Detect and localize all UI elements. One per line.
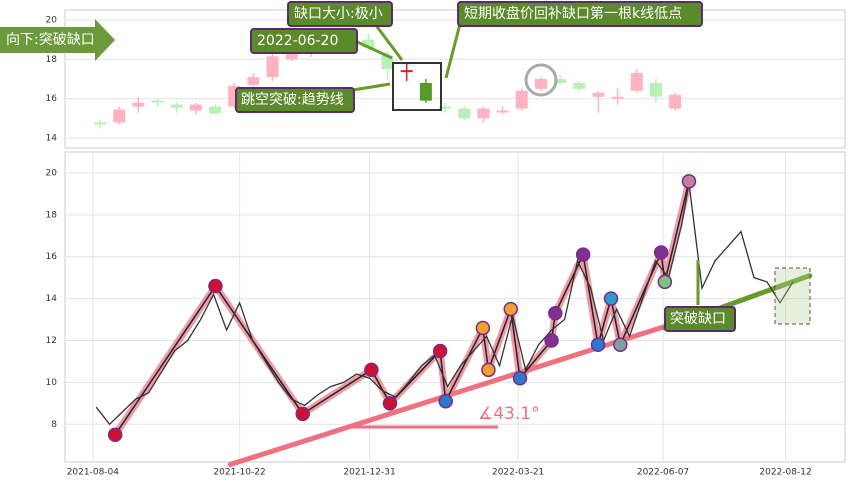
pivot-marker [107, 427, 123, 443]
candle-body [458, 108, 471, 119]
candle-body [554, 79, 567, 83]
pointer [352, 82, 391, 92]
candle-body [534, 79, 547, 89]
pointer [354, 39, 393, 60]
pivot-marker [653, 245, 669, 260]
pivot-marker [438, 394, 453, 409]
candle-body [247, 77, 260, 85]
pivot-marker [544, 333, 559, 348]
pivot-marker [364, 362, 379, 378]
pivot-marker [590, 337, 606, 352]
y-tick-label: 10 [46, 378, 58, 388]
range-box [774, 267, 811, 325]
price-line [95, 183, 794, 426]
pivot-marker [208, 278, 223, 294]
candle-body [400, 70, 413, 73]
candle-body [132, 102, 145, 107]
pivot-marker [575, 247, 591, 262]
y-tick-label: 14 [46, 134, 58, 144]
y-tick-label: 20 [46, 15, 58, 25]
x-tick-label: 2022-03-21 [492, 468, 544, 478]
candle-body [515, 90, 528, 109]
pivot-marker [382, 396, 398, 411]
top-panel [64, 9, 846, 149]
pivot-marker [481, 362, 496, 378]
annotation-box [457, 1, 703, 27]
pointer [444, 23, 462, 79]
pivot-marker [681, 174, 697, 189]
candle-body [189, 104, 202, 111]
candle-body [592, 92, 605, 97]
pivot-marker [613, 337, 628, 352]
pointer [373, 23, 404, 61]
candle-body [439, 106, 452, 109]
pivot-marker [475, 320, 491, 336]
pivot-marker [432, 343, 448, 359]
pivot-marker [603, 291, 619, 306]
annotation: 向下:突破缺口 [6, 32, 95, 48]
annotation: 2022-06-20 [257, 33, 338, 49]
candle-body [496, 110, 509, 113]
candle-body [649, 82, 662, 97]
pivot-marker [512, 370, 528, 386]
gap-circle [524, 63, 558, 97]
annotation: 缺口大小:极小 [294, 6, 383, 22]
x-tick-label: 2022-08-12 [759, 468, 811, 478]
pivot-marker [295, 406, 310, 422]
candle-body [630, 73, 643, 91]
candle-body [209, 106, 222, 114]
annotation-box [664, 306, 736, 332]
y-tick-label: 16 [46, 252, 58, 262]
annotation: 突破缺口 [670, 311, 726, 327]
candle-body [477, 108, 490, 119]
candle-body [573, 82, 586, 89]
pivot-marker [548, 306, 563, 321]
y-tick-label: 18 [46, 210, 58, 220]
annotation: 跳空突破:趋势线 [241, 92, 344, 108]
x-tick-label: 2021-10-22 [213, 468, 265, 478]
candle-body [285, 51, 298, 60]
annotation-box [250, 28, 358, 54]
gap-box [392, 62, 442, 111]
x-tick-label: 2022-06-07 [637, 468, 689, 478]
y-tick-label: 16 [46, 94, 58, 104]
annotation-box [287, 1, 393, 27]
y-tick-label: 12 [46, 336, 57, 346]
candle-body [170, 104, 183, 108]
x-tick-label: 2021-08-04 [67, 468, 120, 478]
x-tick-label: 2021-12-31 [343, 468, 395, 478]
candle-body [611, 96, 624, 99]
candle-body [669, 94, 682, 109]
annotation: 短期收盘价回补缺口第一根k线低点 [464, 5, 682, 22]
annotation-box [235, 87, 355, 113]
angle-label: ∡43.1° [478, 404, 540, 424]
pivot-marker [503, 301, 518, 317]
pivot-marker [657, 274, 673, 290]
candle-body [419, 82, 432, 101]
candle-body [151, 100, 164, 103]
y-tick-label: 8 [51, 420, 57, 430]
candle-body [362, 39, 375, 48]
y-tick-label: 14 [46, 294, 58, 304]
candle-body [266, 56, 279, 78]
arrow-label [0, 19, 115, 61]
y-tick-label: 18 [46, 55, 58, 65]
candle-body [113, 109, 126, 123]
candle-body [94, 122, 106, 125]
y-tick-label: 20 [46, 168, 58, 178]
